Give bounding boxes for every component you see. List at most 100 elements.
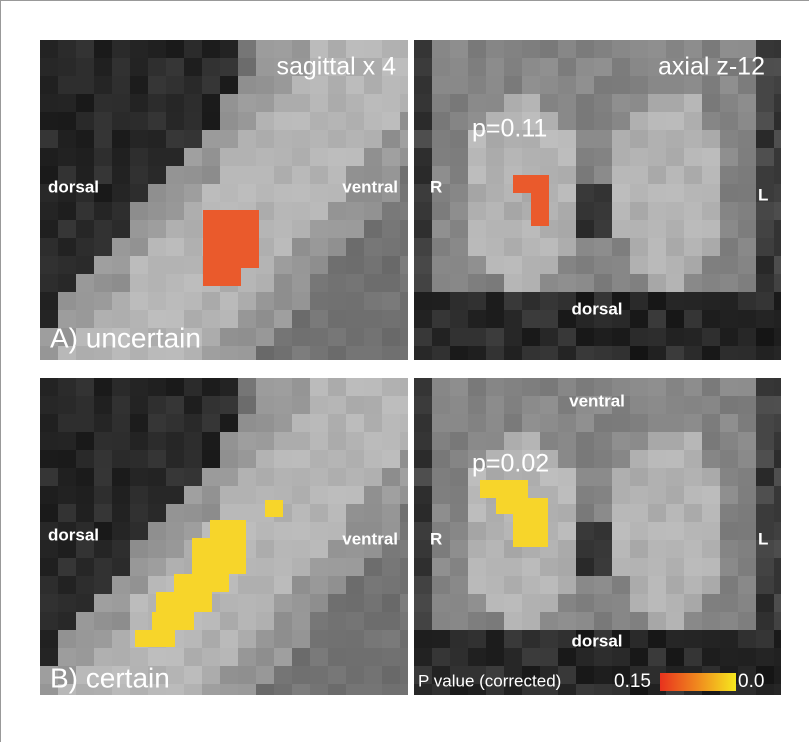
voxel: [58, 130, 76, 148]
voxel: [702, 256, 720, 274]
voxel: [774, 396, 792, 414]
voxel: [256, 346, 274, 364]
voxel: [666, 540, 684, 558]
voxel: [112, 378, 130, 396]
voxel: [450, 630, 468, 648]
voxel: [432, 328, 450, 346]
voxel: [130, 576, 148, 594]
voxel: [738, 220, 756, 238]
voxel: [292, 256, 310, 274]
voxel: [432, 396, 450, 414]
voxel: [648, 184, 666, 202]
voxel: [720, 274, 738, 292]
voxel: [630, 576, 648, 594]
voxel: [486, 58, 504, 76]
voxel: [238, 76, 256, 94]
voxel: [486, 612, 504, 630]
voxel: [630, 130, 648, 148]
voxel: [238, 378, 256, 396]
voxel: [774, 594, 792, 612]
voxel: [486, 76, 504, 94]
voxel: [130, 540, 148, 558]
voxel: [414, 238, 432, 256]
voxel: [76, 40, 94, 58]
voxel: [58, 630, 76, 648]
voxel: [468, 576, 486, 594]
voxel: [738, 328, 756, 346]
voxel: [522, 558, 540, 576]
voxel: [112, 148, 130, 166]
voxel: [382, 504, 400, 522]
voxel: [148, 504, 166, 522]
voxel: [292, 346, 310, 364]
voxel: [612, 40, 630, 58]
voxel: [756, 148, 774, 166]
voxel: [58, 468, 76, 486]
voxel: [112, 450, 130, 468]
voxel: [684, 256, 702, 274]
voxel: [40, 468, 58, 486]
voxel: [364, 274, 382, 292]
voxel: [346, 346, 364, 364]
voxel: [364, 292, 382, 310]
voxel: [58, 576, 76, 594]
voxel: [184, 184, 202, 202]
voxel: [220, 468, 238, 486]
voxel: [112, 432, 130, 450]
voxel: [558, 594, 576, 612]
voxel: [504, 576, 522, 594]
voxel: [238, 504, 256, 522]
voxel: [522, 292, 540, 310]
voxel: [364, 112, 382, 130]
voxel: [94, 378, 112, 396]
voxel: [184, 486, 202, 504]
voxel: [702, 220, 720, 238]
voxel: [738, 202, 756, 220]
voxel: [486, 396, 504, 414]
voxel: [274, 432, 292, 450]
voxel: [346, 220, 364, 238]
voxel: [486, 202, 504, 220]
voxel: [774, 540, 792, 558]
voxel: [576, 94, 594, 112]
voxel: [148, 432, 166, 450]
voxel: [130, 522, 148, 540]
voxel: [432, 576, 450, 594]
voxel: [364, 594, 382, 612]
voxel: [450, 220, 468, 238]
voxel: [184, 220, 202, 238]
voxel: [558, 166, 576, 184]
voxel: [310, 148, 328, 166]
voxel: [184, 292, 202, 310]
voxel: [774, 486, 792, 504]
voxel: [576, 76, 594, 94]
voxel: [720, 576, 738, 594]
voxel: [94, 220, 112, 238]
voxel: [256, 576, 274, 594]
voxel: [40, 378, 58, 396]
voxel: [148, 58, 166, 76]
voxel: [148, 274, 166, 292]
voxel: [540, 630, 558, 648]
voxel: [612, 238, 630, 256]
voxel: [684, 378, 702, 396]
voxel: [684, 310, 702, 328]
voxel: [756, 414, 774, 432]
voxel: [148, 94, 166, 112]
voxel: [364, 396, 382, 414]
voxel: [310, 666, 328, 684]
voxel: [76, 414, 94, 432]
voxel: [346, 94, 364, 112]
voxel: [202, 94, 220, 112]
voxel: [292, 558, 310, 576]
voxel: [756, 220, 774, 238]
voxel: [684, 238, 702, 256]
voxel: [292, 202, 310, 220]
voxel: [468, 612, 486, 630]
voxel: [450, 94, 468, 112]
voxel: [756, 432, 774, 450]
voxel: [774, 256, 792, 274]
voxel: [414, 432, 432, 450]
voxel: [684, 184, 702, 202]
voxel: [292, 112, 310, 130]
